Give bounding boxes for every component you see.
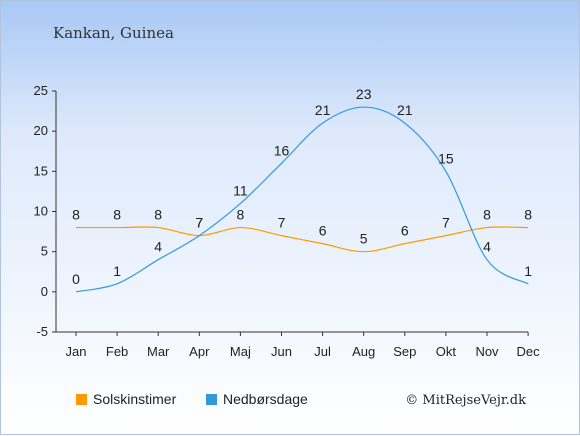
x-tick-label: Mar: [147, 344, 170, 359]
data-label: 15: [438, 150, 454, 166]
y-tick-label: 5: [41, 244, 48, 259]
data-label: 8: [483, 207, 491, 223]
x-tick-label: Feb: [106, 344, 128, 359]
data-label: 1: [113, 263, 121, 279]
x-tick-label: Apr: [189, 344, 210, 359]
x-tick-label: Aug: [352, 344, 375, 359]
y-tick-label: 25: [34, 83, 48, 98]
data-label: 21: [315, 102, 331, 118]
data-label: 6: [319, 223, 327, 239]
data-label: 11: [233, 182, 248, 198]
legend-swatch: [206, 394, 217, 405]
data-label: 21: [397, 102, 413, 118]
x-tick-label: Jun: [271, 344, 292, 359]
data-label: 7: [278, 215, 286, 231]
legend: Solskinstimer Nedbørsdage: [76, 391, 308, 407]
y-tick-label: 0: [41, 284, 48, 299]
data-label: 0: [72, 271, 80, 287]
x-tick-label: Okt: [436, 344, 457, 359]
data-label: 6: [401, 223, 409, 239]
data-label: 4: [154, 239, 162, 255]
credit-text: © MitRejseVejr.dk: [405, 393, 526, 408]
data-label: 1: [524, 263, 532, 279]
x-tick-label: Dec: [517, 344, 541, 359]
data-label: 5: [360, 231, 368, 247]
x-tick-label: Sep: [393, 344, 416, 359]
data-label: 8: [524, 207, 532, 223]
series-line-nedborsdage: [75, 106, 529, 293]
data-label: 8: [154, 207, 162, 223]
data-label: 4: [483, 239, 491, 255]
x-tick-label: Nov: [475, 344, 499, 359]
chart-title: Kankan, Guinea: [53, 24, 174, 42]
data-label: 16: [274, 142, 290, 158]
data-label: 8: [72, 207, 80, 223]
data-label: 7: [195, 215, 203, 231]
y-tick-label: -5: [36, 324, 48, 339]
y-tick-label: 15: [34, 163, 48, 178]
y-tick-label: 20: [34, 123, 48, 138]
legend-swatch: [76, 394, 87, 405]
legend-label: Solskinstimer: [93, 391, 177, 407]
data-label: 8: [237, 207, 245, 223]
data-label: 7: [442, 215, 450, 231]
x-tick-label: Jan: [66, 344, 87, 359]
legend-label: Nedbørsdage: [223, 391, 308, 407]
series-lines: [75, 106, 529, 293]
series-line-solskinstimer: [76, 226, 529, 253]
x-tick-label: Maj: [230, 344, 251, 359]
x-tick-label: Jul: [314, 344, 331, 359]
data-label: 8: [113, 207, 121, 223]
y-tick-label: 10: [34, 204, 48, 219]
data-label: 23: [356, 86, 372, 102]
data-label: 7: [195, 215, 203, 231]
